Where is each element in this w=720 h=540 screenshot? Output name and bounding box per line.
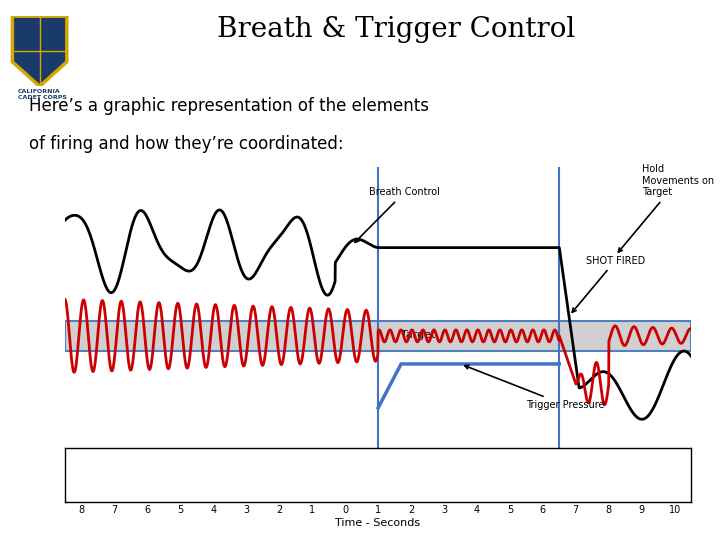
Text: Here’s a graphic representation of the elements: Here’s a graphic representation of the e… — [29, 97, 429, 115]
Text: Trigger Pressure: Trigger Pressure — [464, 365, 605, 410]
Text: Breath & Trigger Control: Breath & Trigger Control — [217, 16, 575, 43]
Text: of firing and how they’re coordinated:: of firing and how they’re coordinated: — [29, 135, 343, 153]
Text: Hold
Movements on
Target: Hold Movements on Target — [618, 164, 714, 252]
Text: CALIFORNIA
CADET CORPS: CALIFORNIA CADET CORPS — [18, 89, 67, 100]
Text: Breath Control: Breath Control — [355, 187, 440, 242]
Bar — [65, 321, 691, 351]
Polygon shape — [12, 16, 67, 86]
Text: Target: Target — [401, 330, 436, 340]
X-axis label: Time - Seconds: Time - Seconds — [336, 518, 420, 528]
Text: SHOT FIRED: SHOT FIRED — [572, 255, 645, 312]
